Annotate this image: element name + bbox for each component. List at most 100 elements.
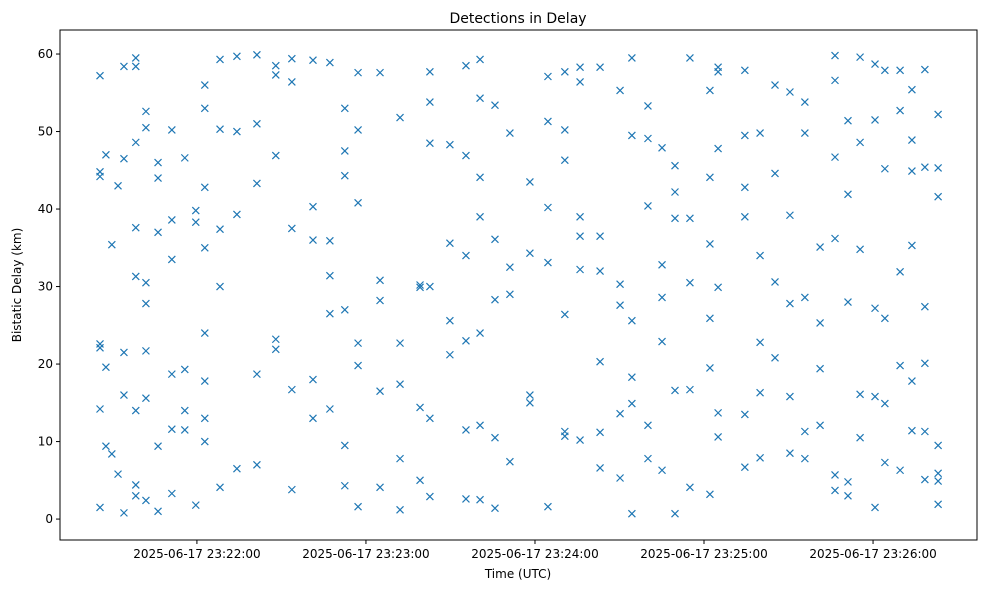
data-point	[340, 481, 349, 490]
data-point	[340, 171, 349, 180]
y-tick-label: 30	[38, 280, 53, 294]
data-point	[154, 158, 162, 167]
data-point	[740, 131, 749, 140]
data-point	[287, 78, 296, 86]
data-point	[871, 115, 879, 124]
data-point	[491, 504, 499, 513]
data-point	[445, 316, 454, 325]
data-point	[740, 66, 749, 75]
data-point	[576, 78, 584, 86]
data-point	[706, 364, 714, 372]
data-point	[96, 503, 104, 512]
data-point	[771, 169, 779, 178]
data-point	[309, 56, 317, 65]
data-point	[445, 239, 454, 248]
data-point	[740, 183, 749, 192]
data-point	[800, 129, 809, 138]
data-point	[560, 310, 569, 319]
data-point	[491, 295, 499, 304]
data-point	[934, 500, 943, 509]
data-point	[376, 483, 384, 492]
data-point	[445, 140, 454, 149]
data-point	[627, 373, 636, 382]
data-point	[907, 167, 916, 175]
data-point	[354, 361, 362, 370]
data-point	[920, 302, 929, 311]
data-point	[271, 345, 280, 354]
data-point	[756, 338, 764, 347]
data-point	[920, 427, 929, 436]
data-point	[131, 491, 140, 500]
data-point	[740, 212, 749, 221]
data-point	[142, 278, 150, 287]
data-point	[232, 127, 241, 136]
data-point	[714, 144, 723, 153]
data-point	[644, 454, 652, 463]
data-point	[706, 239, 714, 248]
data-point	[325, 309, 334, 318]
data-point	[596, 357, 604, 366]
data-point	[462, 151, 470, 160]
y-tick-label: 20	[38, 357, 53, 371]
data-point	[425, 139, 434, 148]
data-point	[740, 463, 749, 472]
data-point	[232, 464, 241, 473]
data-point	[131, 481, 140, 489]
data-point	[616, 474, 624, 482]
data-point	[934, 477, 943, 486]
data-point	[576, 63, 584, 72]
y-tick-label: 0	[45, 512, 53, 526]
data-point	[934, 110, 943, 119]
data-point	[831, 153, 839, 162]
data-point	[771, 353, 779, 362]
data-point	[216, 282, 224, 291]
data-point	[167, 425, 176, 434]
data-point	[616, 409, 624, 418]
data-point	[616, 280, 624, 289]
data-point	[831, 470, 839, 479]
data-point	[309, 236, 317, 244]
data-point	[376, 276, 384, 285]
data-point	[505, 457, 514, 466]
data-point	[627, 509, 636, 518]
data-point	[271, 151, 280, 160]
data-point	[425, 98, 434, 107]
data-point	[686, 385, 694, 394]
data-point	[216, 483, 224, 492]
data-point	[340, 441, 349, 450]
data-point	[627, 53, 636, 62]
data-point	[167, 126, 176, 134]
data-point	[525, 177, 534, 186]
data-point	[200, 377, 209, 386]
data-point	[544, 117, 552, 126]
data-point	[425, 492, 434, 501]
y-axis-label: Bistatic Delay (km)	[10, 228, 24, 343]
data-point	[354, 68, 362, 77]
data-point	[871, 60, 879, 69]
data-point	[154, 507, 162, 516]
data-point	[354, 198, 362, 207]
data-point	[671, 188, 679, 196]
data-point	[396, 113, 404, 122]
data-point	[325, 405, 334, 413]
data-point	[114, 470, 122, 479]
data-point	[671, 509, 679, 518]
data-point	[756, 129, 764, 138]
data-point	[445, 350, 454, 359]
data-point	[907, 426, 916, 435]
data-point	[462, 61, 470, 70]
data-point	[96, 71, 104, 80]
data-point	[920, 359, 929, 368]
data-point	[142, 496, 150, 505]
x-tick-label: 2025-06-17 23:25:00	[640, 547, 767, 561]
data-point	[596, 428, 604, 437]
data-point	[287, 385, 296, 394]
data-point	[191, 501, 200, 510]
data-point	[120, 508, 128, 517]
data-point	[871, 392, 879, 401]
data-point	[216, 55, 224, 64]
data-point	[416, 403, 424, 412]
data-point	[560, 432, 569, 441]
data-point	[505, 129, 514, 138]
data-point	[816, 319, 825, 327]
